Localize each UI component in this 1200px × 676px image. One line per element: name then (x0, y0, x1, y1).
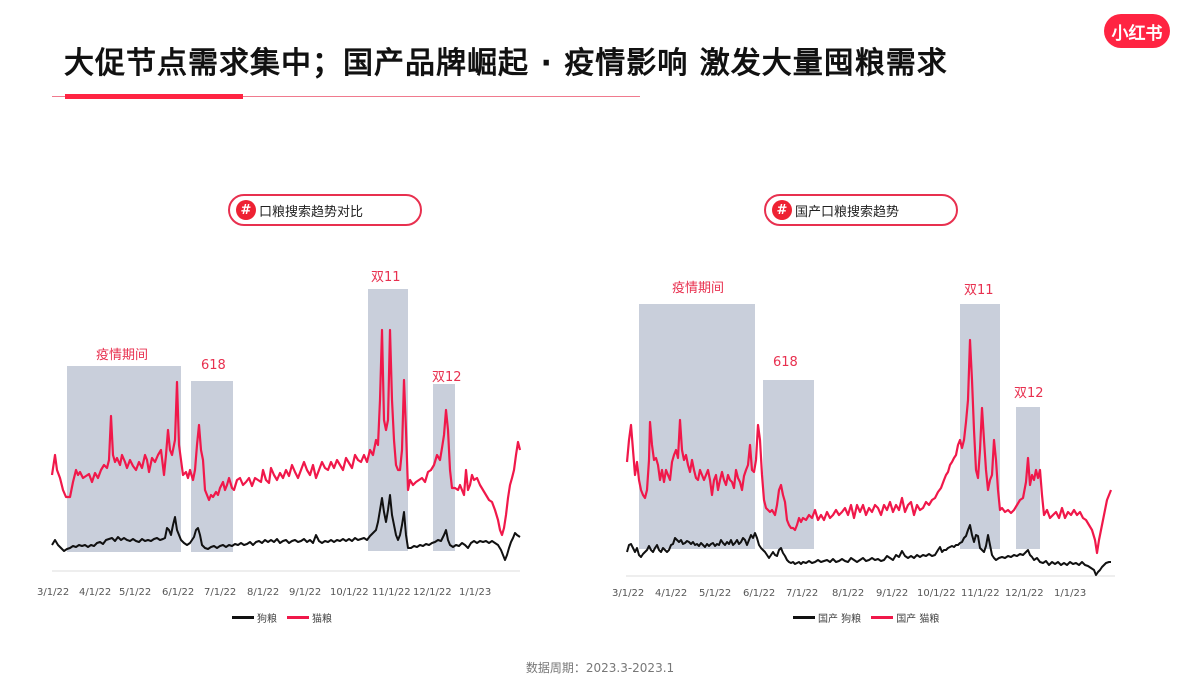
x-tick: 6/1/22 (743, 588, 776, 599)
x-tick: 3/1/22 (612, 588, 645, 599)
x-tick: 12/1/22 (1005, 588, 1044, 599)
highlight-band-epidemic (639, 304, 755, 549)
chart-title: 国产口粮搜索趋势 (795, 204, 900, 220)
annotation-double11: 双11 (964, 283, 994, 298)
x-tick: 11/1/22 (372, 587, 411, 598)
x-tick: 7/1/22 (786, 588, 819, 599)
legend-swatch (871, 616, 894, 619)
chart-title-badge-right: # 国产口粮搜索趋势 (764, 194, 958, 226)
chart-title: 口粮搜索趋势对比 (259, 204, 364, 220)
legend-right: 国产 狗粮 国产 猫粮 (793, 610, 949, 625)
x-tick: 5/1/22 (699, 588, 732, 599)
legend-swatch (287, 616, 309, 619)
x-tick: 1/1/23 (1054, 588, 1087, 599)
x-tick: 10/1/22 (917, 588, 956, 599)
x-tick: 12/1/22 (413, 587, 452, 598)
legend-item-cat-food: 猫粮 (287, 610, 332, 625)
x-tick: 8/1/22 (247, 587, 280, 598)
x-tick: 3/1/22 (37, 587, 70, 598)
annotation-double12: 双12 (432, 370, 462, 385)
page-title: 大促节点需求集中；国产品牌崛起 · 疫情影响 激发大量囤粮需求 (64, 46, 948, 81)
annotation-epidemic: 疫情期间 (96, 348, 149, 363)
legend-swatch (793, 616, 815, 619)
x-tick: 11/1/22 (961, 588, 1000, 599)
x-tick: 1/1/23 (459, 587, 492, 598)
highlight-band-double11 (960, 304, 1000, 549)
line-chart-left (50, 289, 522, 572)
x-tick: 6/1/22 (162, 587, 195, 598)
annotation-618: 618 (773, 355, 798, 370)
legend-item-domestic-dog-food: 国产 狗粮 (793, 610, 861, 625)
x-tick: 4/1/22 (79, 587, 112, 598)
highlight-band-double12 (433, 384, 455, 551)
line-chart-right (625, 304, 1115, 577)
legend-swatch (232, 616, 254, 619)
annotation-double11: 双11 (371, 270, 401, 285)
highlight-band-double12 (1016, 407, 1040, 549)
data-period-note: 数据周期：2023.3-2023.1 (525, 661, 675, 675)
x-tick: 7/1/22 (204, 587, 237, 598)
legend-left: 狗粮 猫粮 (232, 610, 342, 625)
legend-item-dog-food: 狗粮 (232, 610, 277, 625)
highlight-band-618 (191, 381, 233, 552)
title-underline (52, 96, 640, 97)
x-tick: 9/1/22 (876, 588, 909, 599)
annotation-double12: 双12 (1014, 386, 1044, 401)
hashtag-icon: # (772, 200, 792, 220)
x-tick: 9/1/22 (289, 587, 322, 598)
chart-title-badge-left: # 口粮搜索趋势对比 (228, 194, 422, 226)
x-tick: 8/1/22 (832, 588, 865, 599)
x-tick: 5/1/22 (119, 587, 152, 598)
title-underline-accent (65, 94, 243, 99)
annotation-618: 618 (201, 358, 226, 373)
x-tick: 4/1/22 (655, 588, 688, 599)
brand-logo: 小红书 (1104, 14, 1170, 48)
hashtag-icon: # (236, 200, 256, 220)
x-tick: 10/1/22 (330, 587, 369, 598)
legend-item-domestic-cat-food: 国产 猫粮 (871, 610, 939, 625)
annotation-epidemic: 疫情期间 (672, 281, 725, 296)
